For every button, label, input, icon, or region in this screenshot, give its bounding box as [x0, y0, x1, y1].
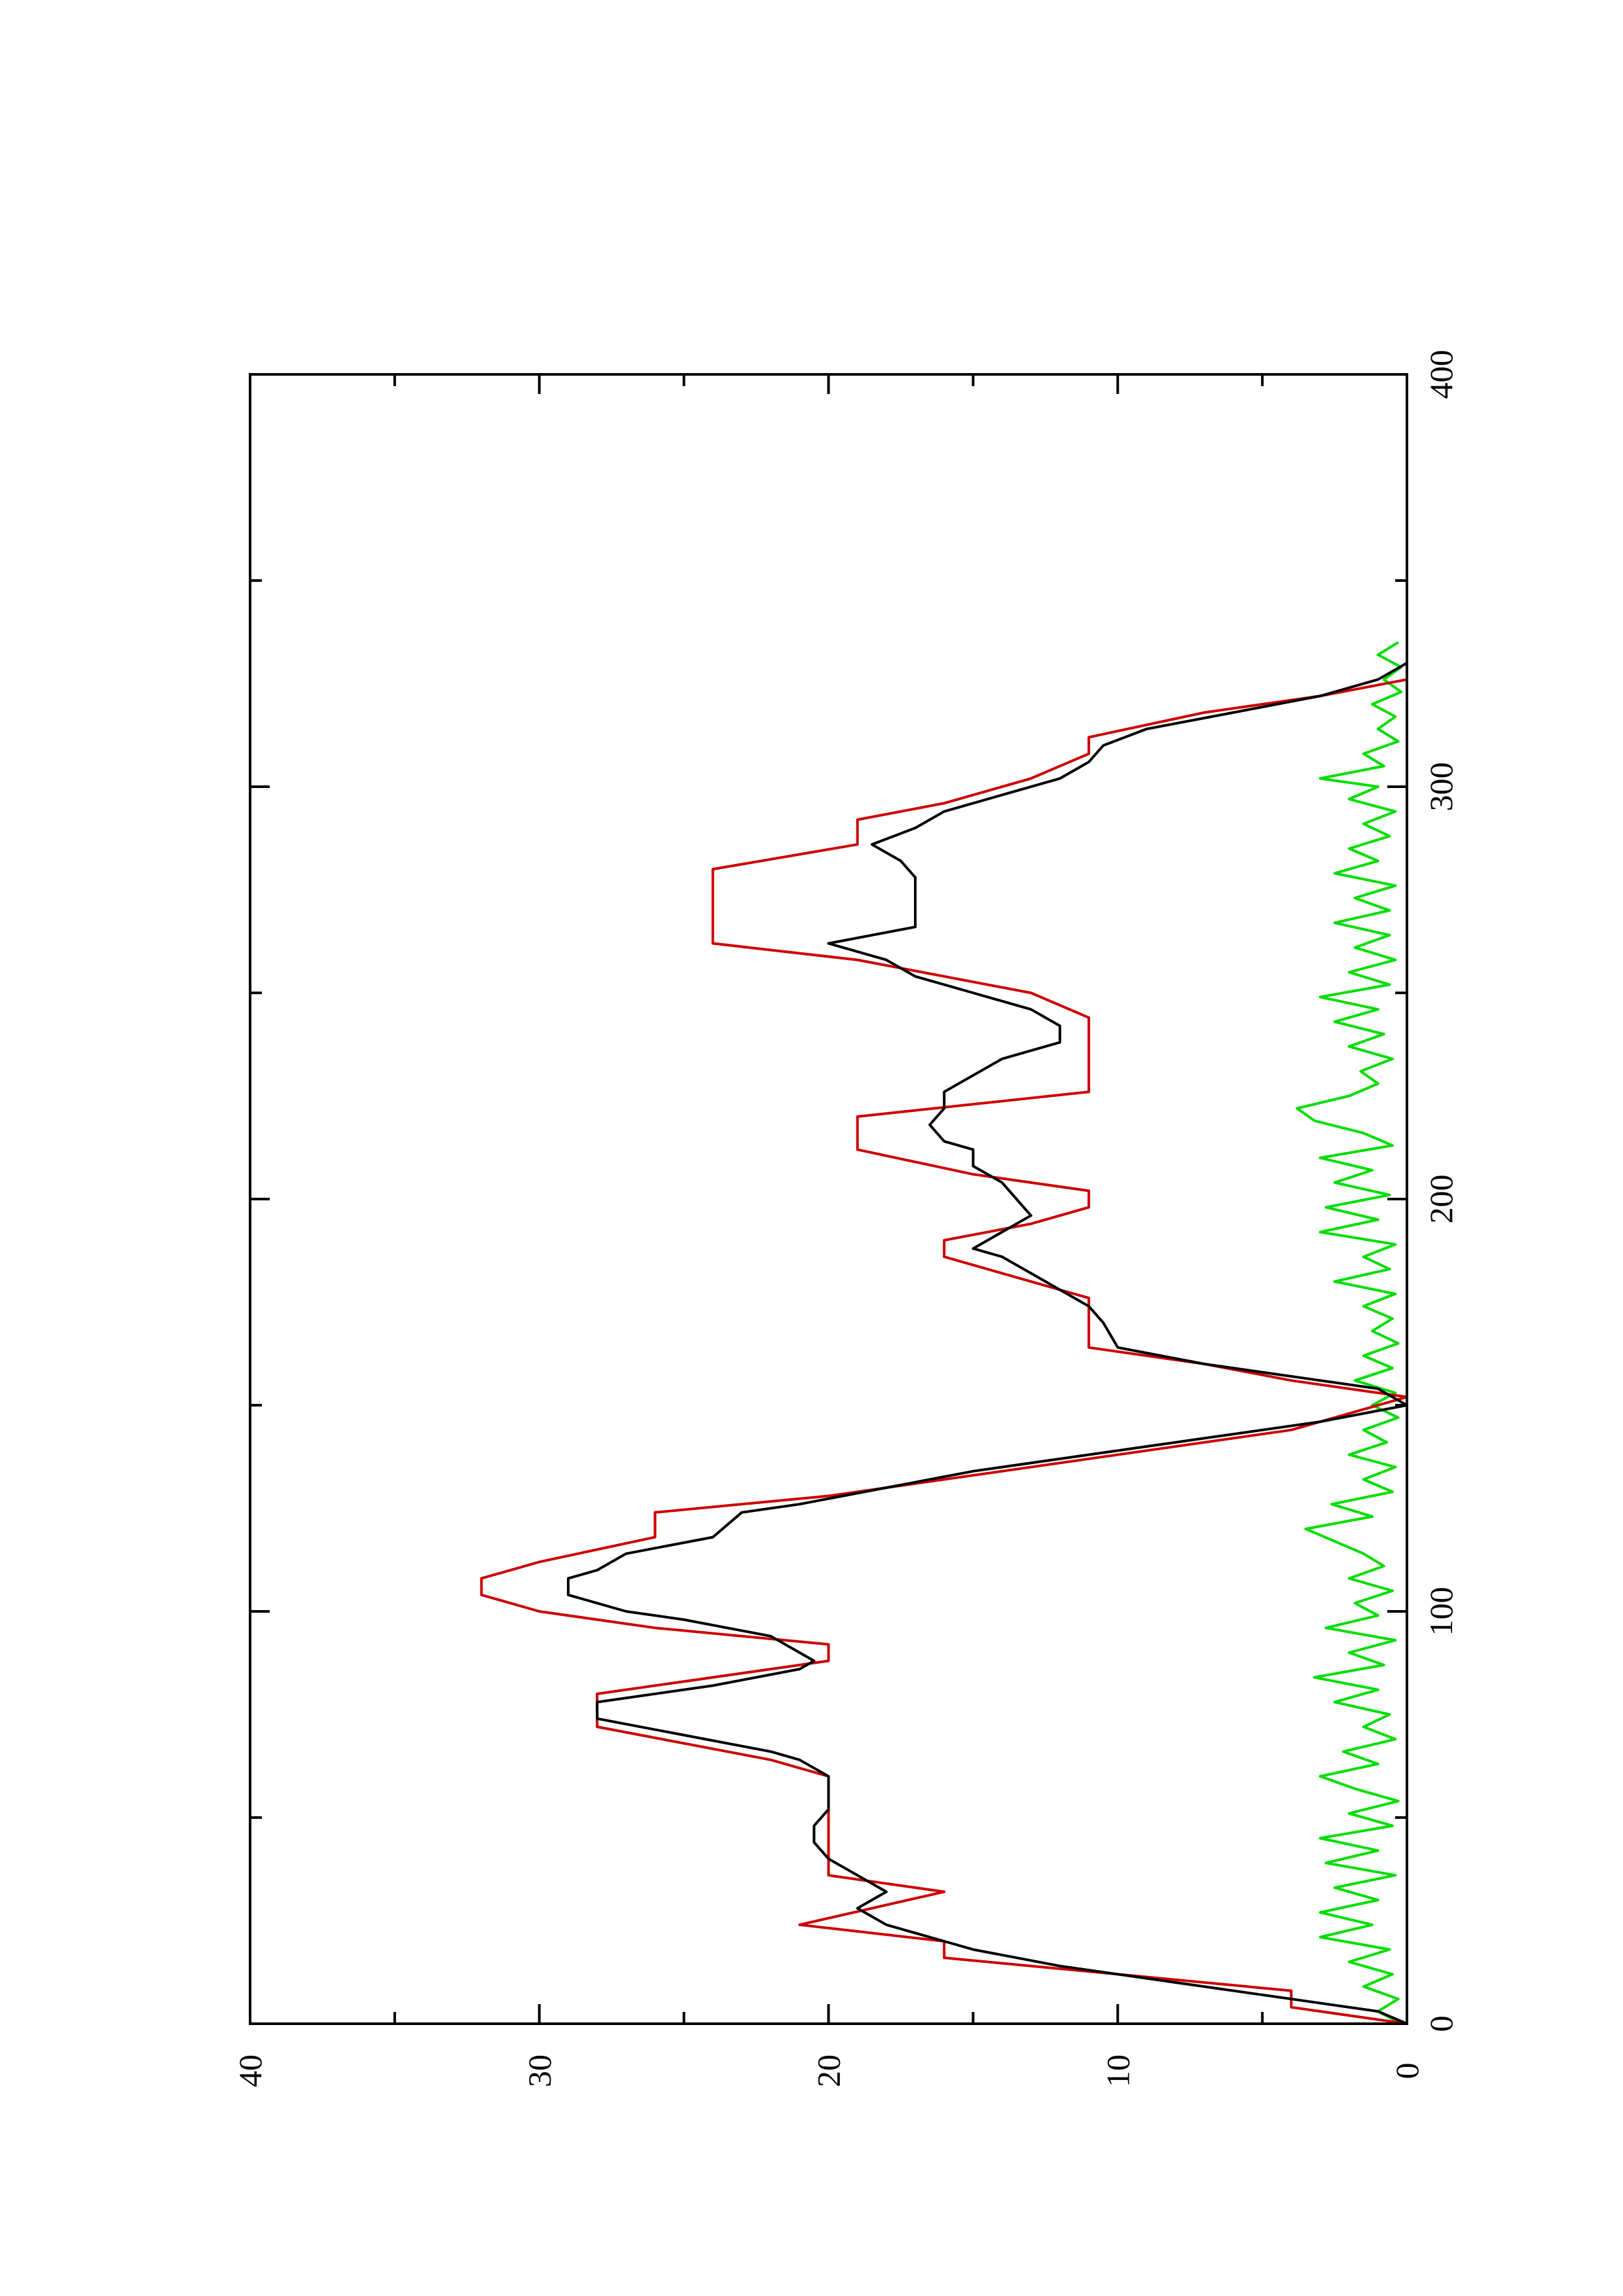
x-tick-label: 200	[1423, 1175, 1459, 1224]
series-layer	[480, 641, 1408, 2025]
y-tick-label: 30	[521, 2054, 558, 2087]
y-tick-label: 0	[1389, 2063, 1425, 2079]
series-line-3	[1296, 641, 1403, 2025]
y-tick-label: 10	[1099, 2054, 1136, 2087]
axis-layer: 0 100 200 300 400 0 10 20 30 40	[232, 350, 1459, 2088]
plot-frame	[249, 373, 1408, 2025]
x-tick-label: 400	[1423, 350, 1459, 399]
y-tick-label: 40	[232, 2054, 268, 2087]
x-tick-label: 300	[1423, 762, 1459, 812]
x-tick-label: 0	[1423, 2016, 1459, 2032]
x-tick-label: 100	[1423, 1587, 1459, 1636]
y-tick-label: 20	[811, 2054, 847, 2087]
series-line-2	[566, 662, 1408, 2025]
